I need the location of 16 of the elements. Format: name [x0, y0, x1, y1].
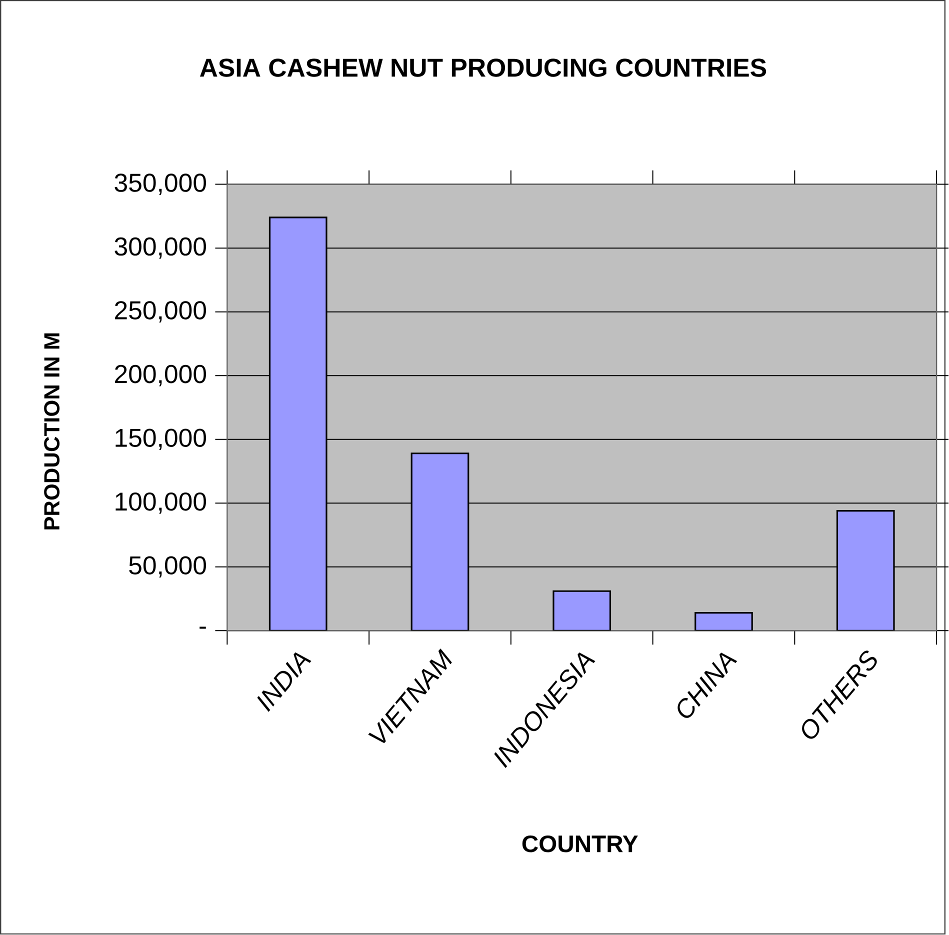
bar	[268, 216, 328, 631]
y-tick-label: 300,000	[114, 238, 206, 259]
bar	[410, 452, 470, 631]
bar	[552, 590, 612, 631]
y-tick-label: 50,000	[129, 556, 206, 578]
y-tick-label: 350,000	[114, 174, 206, 196]
y-tick-label: -	[200, 626, 206, 629]
y-tick-label: 100,000	[116, 492, 206, 514]
y-axis-title: PRODUCTION IN M	[44, 334, 60, 530]
bar	[694, 612, 753, 631]
y-tick-label: 250,000	[115, 301, 206, 323]
y-tick-label: 200,000	[115, 365, 206, 386]
x-axis-title: COUNTRY	[522, 836, 638, 853]
y-tick-label: 150,000	[116, 428, 206, 450]
chart-title: ASIA CASHEW NUT PRODUCING COUNTRIES	[200, 58, 766, 78]
bar	[836, 510, 895, 631]
